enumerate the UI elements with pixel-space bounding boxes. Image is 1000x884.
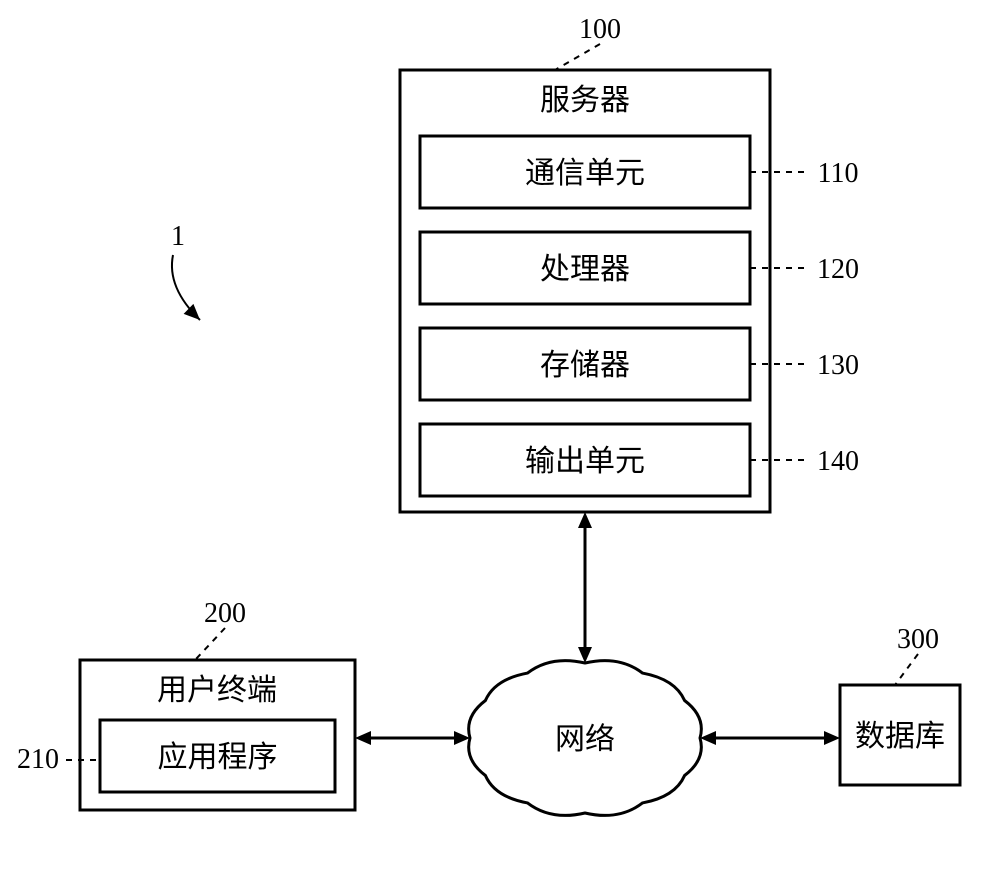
server-component-0-label: 通信单元 — [525, 157, 645, 190]
server-component-2-ref: 130 — [817, 350, 859, 381]
app-ref: 210 — [17, 744, 59, 775]
database-label: 数据库 — [855, 720, 945, 753]
app-label: 应用程序 — [158, 741, 278, 774]
server-component-1-label: 处理器 — [540, 253, 630, 286]
user-terminal-title: 用户终端 — [157, 674, 277, 707]
server-component-3-label: 输出单元 — [525, 445, 645, 478]
server-component-0-ref: 110 — [818, 158, 859, 189]
server-component-3-ref: 140 — [817, 446, 859, 477]
user-terminal-ref: 200 — [204, 598, 246, 629]
database-ref: 300 — [897, 624, 939, 655]
network-label: 网络 — [555, 723, 615, 756]
server-ref: 100 — [579, 14, 621, 45]
server-component-2-label: 存储器 — [540, 349, 630, 382]
server-component-1-ref: 120 — [817, 254, 859, 285]
figure-ref-label: 1 — [171, 221, 185, 252]
server-title: 服务器 — [540, 84, 630, 117]
